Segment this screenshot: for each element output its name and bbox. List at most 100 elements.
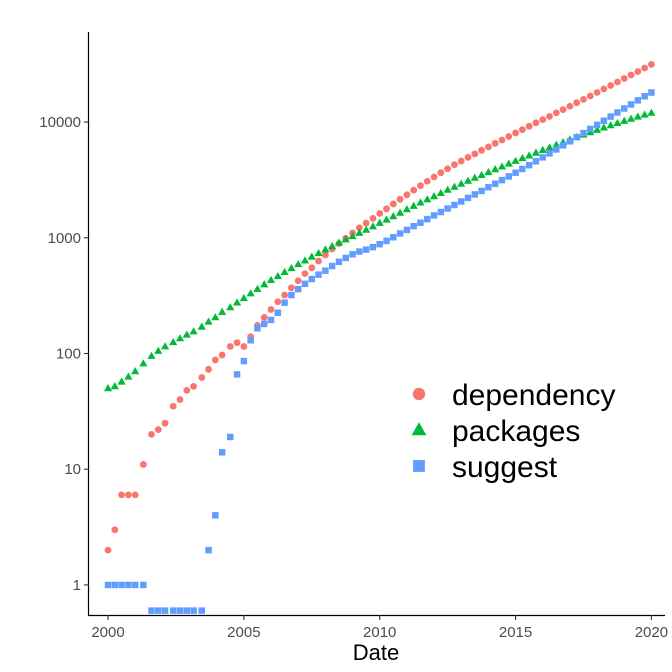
dependency-point <box>573 99 581 107</box>
dependency-point <box>471 150 479 158</box>
packages-point <box>226 303 235 311</box>
dependency-point <box>430 173 438 181</box>
packages-series <box>103 108 656 392</box>
dependency-point <box>218 351 226 359</box>
suggest-point <box>641 93 648 100</box>
suggest-point <box>328 262 336 270</box>
suggest-point <box>356 248 363 255</box>
suggest-point <box>444 205 451 212</box>
packages-point <box>416 198 425 206</box>
packages-point <box>511 156 520 164</box>
packages-point <box>175 334 185 342</box>
packages-point <box>633 112 642 120</box>
packages-point <box>613 118 622 127</box>
packages-point <box>531 148 541 156</box>
suggest-point <box>190 607 197 614</box>
suggest-point <box>267 316 275 324</box>
suggest-point <box>205 546 212 554</box>
suggest-point <box>247 337 254 344</box>
suggest-point <box>369 243 377 251</box>
packages-point <box>355 228 364 236</box>
dependency-point <box>183 386 191 394</box>
packages-point <box>518 154 527 162</box>
suggest-point <box>233 371 241 378</box>
dependency-point <box>260 314 268 321</box>
dependency-point <box>267 306 275 313</box>
suggest-point <box>532 158 540 165</box>
packages-point <box>117 377 126 385</box>
dependency-point <box>539 116 547 123</box>
dependency-point <box>634 68 642 75</box>
dependency-point <box>226 343 234 350</box>
suggest-point <box>131 581 139 589</box>
dependency-point <box>580 95 587 103</box>
x-tick-label: 2015 <box>499 624 532 641</box>
dependency-point <box>118 491 126 499</box>
packages-point <box>160 342 170 350</box>
packages-point <box>294 260 303 268</box>
dependency-point <box>104 546 112 554</box>
packages-point <box>314 248 323 257</box>
dependency-point <box>464 153 472 161</box>
suggest-point <box>288 291 295 299</box>
suggest-point <box>390 234 397 241</box>
packages-point <box>375 218 384 226</box>
packages-point <box>103 384 113 392</box>
suggest-point <box>335 258 343 266</box>
suggest-point <box>621 105 628 112</box>
suggest-point <box>648 89 655 96</box>
y-tick-label: 100 <box>56 346 81 363</box>
suggest-point <box>539 154 546 161</box>
packages-point <box>497 162 507 170</box>
packages-point <box>396 208 405 216</box>
dependency-point <box>546 112 553 120</box>
dependency-point <box>457 157 465 165</box>
packages-point <box>307 252 316 260</box>
suggest-point <box>301 280 309 288</box>
packages-point <box>218 307 227 315</box>
packages-point <box>620 116 629 124</box>
suggest-point <box>315 271 322 278</box>
suggest-point <box>464 194 472 202</box>
suggest-point <box>634 97 642 104</box>
packages-point <box>606 121 615 129</box>
suggest-point <box>614 109 621 116</box>
legend-key-packages <box>411 422 427 436</box>
packages-point <box>389 212 398 220</box>
suggest-point <box>627 101 635 108</box>
legend-label-suggest: suggest <box>452 451 558 484</box>
suggest-point <box>546 150 553 157</box>
suggest-point <box>125 581 132 589</box>
suggest-point <box>274 309 282 316</box>
suggest-point <box>254 325 261 332</box>
packages-point <box>409 201 418 209</box>
packages-point <box>321 245 330 253</box>
dependency-point <box>288 284 295 292</box>
suggest-point <box>485 184 492 191</box>
x-tick-label: 2020 <box>635 624 668 641</box>
dependency-point <box>169 402 177 410</box>
suggest-series <box>104 89 655 614</box>
packages-point <box>423 195 432 203</box>
dependency-point <box>389 200 397 208</box>
dependency-point <box>586 92 594 100</box>
dependency-point <box>176 396 184 403</box>
packages-point <box>110 382 119 390</box>
suggest-point <box>519 165 526 173</box>
suggest-point <box>294 285 302 293</box>
suggest-point <box>198 607 205 614</box>
x-axis-title: Date <box>353 640 399 665</box>
packages-point <box>260 280 269 288</box>
packages-point <box>189 327 198 335</box>
packages-point <box>436 188 445 197</box>
suggest-point <box>155 607 162 614</box>
dependency-point <box>410 186 418 194</box>
dependency-point <box>211 356 219 364</box>
suggest-point <box>403 226 411 234</box>
legend-label-dependency: dependency <box>452 379 615 412</box>
y-tick-label: 10000 <box>39 114 81 131</box>
packages-point <box>246 289 255 297</box>
dependency-point <box>600 85 608 93</box>
packages-point <box>204 317 213 325</box>
y-tick-label: 10 <box>64 461 81 478</box>
